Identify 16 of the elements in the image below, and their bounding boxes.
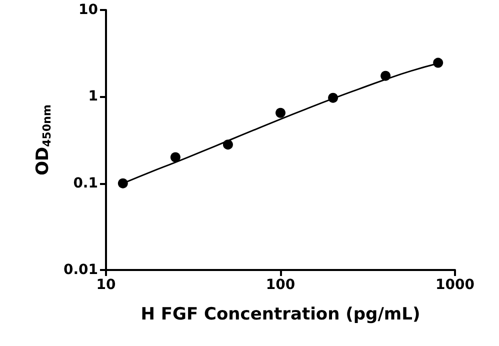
x-tick-label: 1000 (436, 277, 475, 293)
point (380, 70, 391, 81)
y-tick-label: 0.1 (73, 175, 98, 192)
point (222, 140, 233, 150)
y-tick-label: 10 (78, 2, 98, 18)
point (118, 178, 128, 188)
point (276, 108, 286, 118)
x-tick-label: 100 (266, 277, 296, 293)
y-axis-title: OD450nm (33, 104, 54, 176)
point (433, 58, 444, 68)
y-tick-label: 0.01 (63, 262, 98, 278)
point (170, 152, 180, 162)
x-axis-title: H FGF Concentration (pg/mL) (140, 304, 420, 324)
y-tick-label: 1 (88, 88, 98, 105)
point (328, 92, 338, 103)
x-tick-label: 10 (96, 277, 116, 293)
